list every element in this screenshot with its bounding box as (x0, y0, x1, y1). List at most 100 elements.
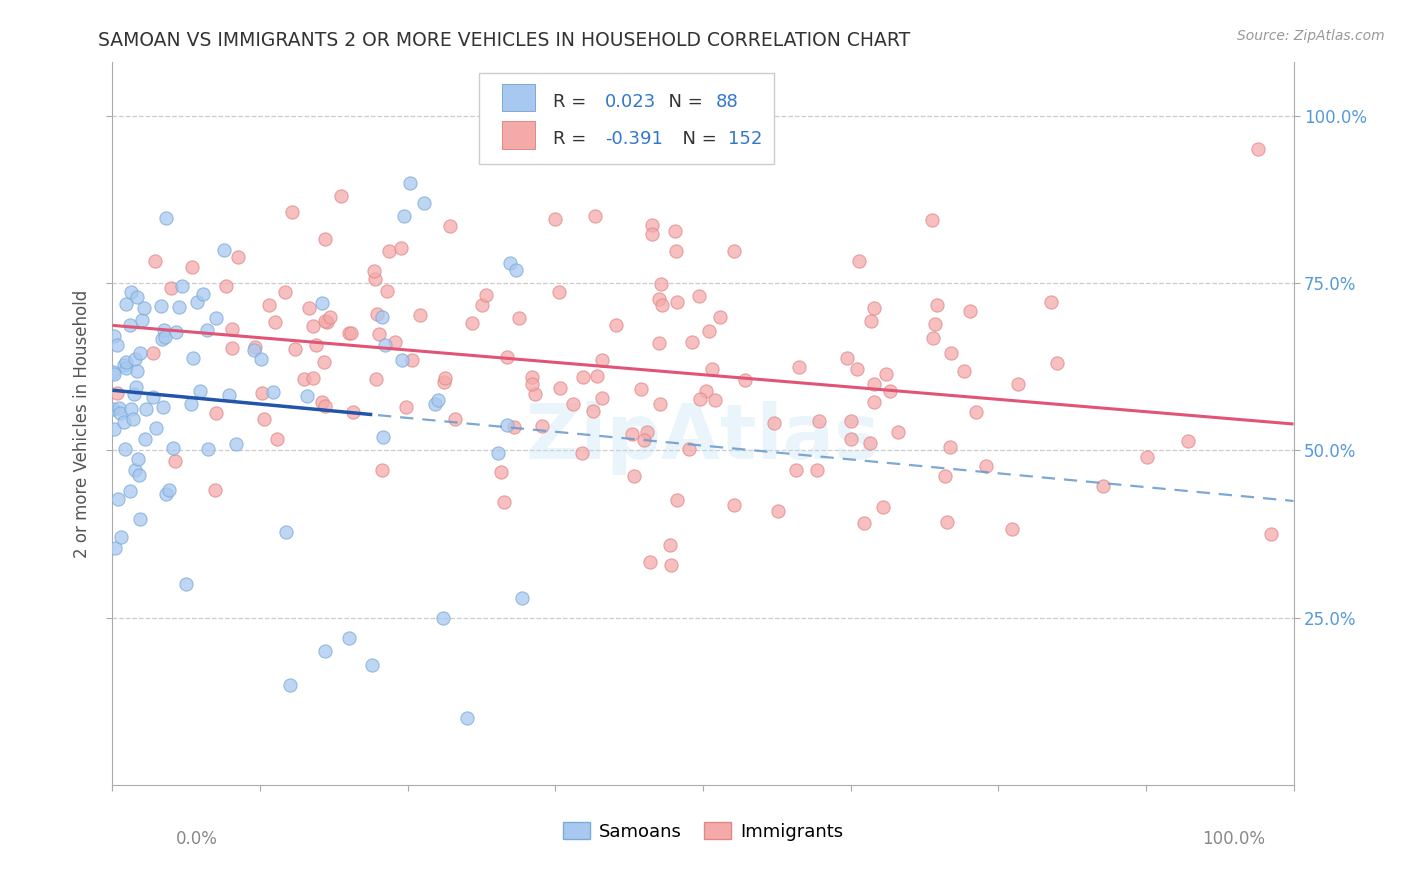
Point (197, 442, 219, 457)
Point (391, 353, 413, 368)
Point (700, 362, 723, 376)
Point (953, 364, 976, 378)
Text: R =: R = (553, 93, 592, 111)
Point (364, 272, 387, 286)
Point (103, 368, 125, 382)
Point (461, 316, 484, 330)
Point (165, 326, 187, 340)
Point (371, 429, 394, 443)
Point (1247, 143, 1270, 157)
Point (591, 352, 613, 367)
Text: N =: N = (671, 130, 723, 148)
Point (312, 355, 335, 369)
Point (180, 397, 202, 411)
Point (135, 401, 157, 416)
Point (638, 555, 661, 569)
Point (887, 425, 910, 439)
Point (266, 432, 288, 446)
Point (785, 463, 807, 477)
Point (302, 319, 325, 334)
Point (872, 500, 894, 514)
Point (863, 394, 886, 409)
Point (1039, 295, 1062, 310)
Point (395, 400, 418, 414)
Point (110, 530, 132, 544)
Point (426, 392, 449, 407)
Point (633, 433, 655, 447)
Point (863, 377, 886, 392)
Point (340, 326, 363, 340)
Point (375, 284, 398, 298)
Point (582, 403, 605, 417)
Point (186, 295, 208, 310)
Point (167, 300, 190, 314)
Point (134, 433, 156, 447)
Point (734, 373, 756, 387)
Point (839, 414, 862, 428)
Point (101, 402, 124, 417)
Point (264, 315, 287, 329)
Point (496, 351, 519, 365)
Point (163, 453, 186, 467)
Point (392, 210, 415, 224)
Point (621, 426, 644, 441)
Point (125, 380, 148, 394)
Point (250, 352, 273, 367)
Point (342, 405, 364, 419)
Point (124, 387, 146, 401)
Point (205, 406, 228, 420)
Point (976, 459, 998, 474)
Point (520, 377, 543, 392)
Point (723, 498, 745, 512)
Point (499, 256, 522, 270)
Point (183, 351, 205, 366)
Point (548, 381, 571, 395)
Point (195, 323, 218, 337)
Point (215, 279, 238, 293)
Point (105, 386, 128, 401)
Point (257, 298, 280, 312)
Point (314, 232, 336, 246)
Point (172, 278, 194, 293)
Point (839, 432, 862, 446)
Text: ZipAtlas: ZipAtlas (526, 401, 880, 475)
Point (152, 401, 174, 415)
Point (103, 422, 125, 436)
Point (697, 324, 720, 338)
Point (695, 384, 717, 398)
Point (763, 416, 786, 430)
Point (924, 317, 946, 331)
Point (523, 387, 546, 401)
Point (128, 512, 150, 526)
Point (153, 330, 176, 344)
Point (108, 406, 131, 420)
Point (298, 301, 321, 316)
Point (314, 400, 336, 414)
Point (122, 412, 145, 426)
FancyBboxPatch shape (478, 73, 773, 163)
Point (364, 372, 387, 386)
Point (647, 292, 669, 306)
Point (378, 244, 401, 258)
Point (115, 361, 138, 376)
Point (221, 342, 243, 356)
Point (150, 300, 173, 314)
Point (492, 494, 515, 508)
Text: 0.023: 0.023 (605, 93, 657, 111)
Point (212, 243, 235, 257)
Point (965, 405, 987, 419)
Point (505, 263, 527, 277)
Point (398, 176, 420, 190)
Point (401, 353, 423, 368)
Point (225, 436, 247, 450)
Point (278, 678, 301, 692)
Point (120, 484, 142, 499)
Point (120, 285, 142, 300)
Point (363, 263, 385, 277)
Point (939, 346, 962, 360)
Point (806, 463, 828, 477)
Point (659, 558, 682, 572)
Point (191, 287, 214, 301)
Point (366, 307, 388, 321)
Text: SAMOAN VS IMMIGRANTS 2 OR MORE VEHICLES IN HOUSEHOLD CORRELATION CHART: SAMOAN VS IMMIGRANTS 2 OR MORE VEHICLES … (98, 31, 911, 50)
